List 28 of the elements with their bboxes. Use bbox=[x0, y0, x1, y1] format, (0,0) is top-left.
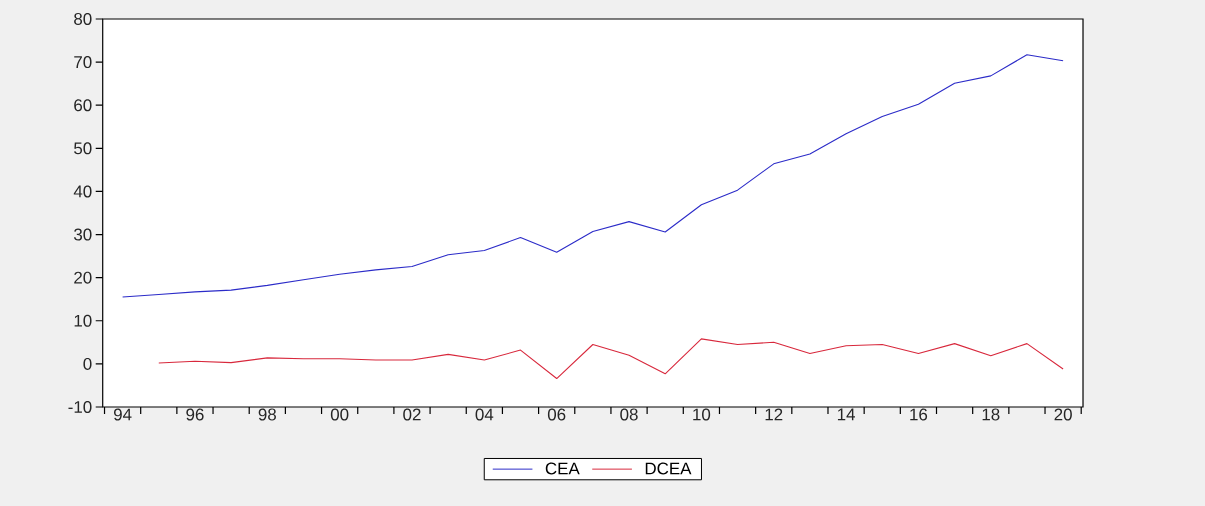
x-tick-label: 00 bbox=[330, 408, 349, 421]
x-tick-label: 12 bbox=[765, 408, 783, 421]
x-tick-label: 10 bbox=[693, 408, 711, 421]
y-tick-label: 50 bbox=[74, 142, 92, 155]
x-tick-label: 16 bbox=[910, 408, 928, 421]
line-series bbox=[158, 338, 1064, 380]
x-tick-label: 18 bbox=[982, 408, 1000, 421]
y-tick-label: 40 bbox=[73, 185, 92, 198]
y-tick-label: 0 bbox=[83, 357, 92, 370]
x-tick-label: 98 bbox=[258, 408, 276, 421]
y-tick-label: 20 bbox=[74, 271, 92, 284]
y-tick-label: 70 bbox=[74, 56, 92, 69]
y-tick-label: 80 bbox=[74, 12, 92, 25]
y-tick-label: 10 bbox=[74, 314, 92, 327]
x-tick-label: 14 bbox=[837, 408, 855, 421]
legend-label: DCEA bbox=[645, 462, 692, 475]
x-tick-label: 02 bbox=[403, 408, 421, 421]
x-tick-label: 04 bbox=[475, 408, 494, 421]
line-series bbox=[122, 54, 1064, 298]
x-tick-label: 94 bbox=[113, 408, 132, 421]
x-tick-label: 20 bbox=[1054, 408, 1072, 421]
y-tick-label: 30 bbox=[74, 228, 92, 241]
y-tick-label: -10 bbox=[68, 400, 92, 413]
x-tick-label: 06 bbox=[547, 408, 566, 421]
y-tick-label: 60 bbox=[74, 99, 92, 112]
x-tick-label: 96 bbox=[186, 408, 204, 421]
legend-label: CEA bbox=[545, 462, 580, 475]
x-tick-label: 08 bbox=[620, 408, 638, 421]
